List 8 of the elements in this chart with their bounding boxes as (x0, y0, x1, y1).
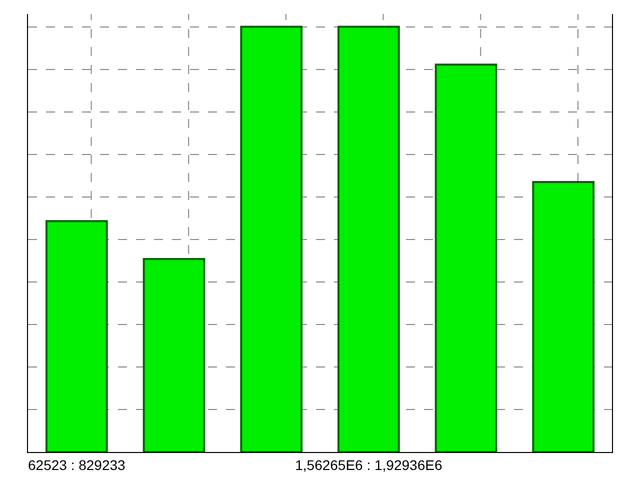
bar (142, 258, 206, 452)
x-tick-label: 1,56265E6 : 1,92936E6 (295, 456, 442, 473)
bar (532, 180, 595, 452)
bar (240, 26, 303, 452)
bar (337, 26, 400, 452)
x-tick-label: 62523 : 829233 (28, 456, 126, 473)
bar (45, 220, 108, 452)
bar (434, 64, 498, 452)
